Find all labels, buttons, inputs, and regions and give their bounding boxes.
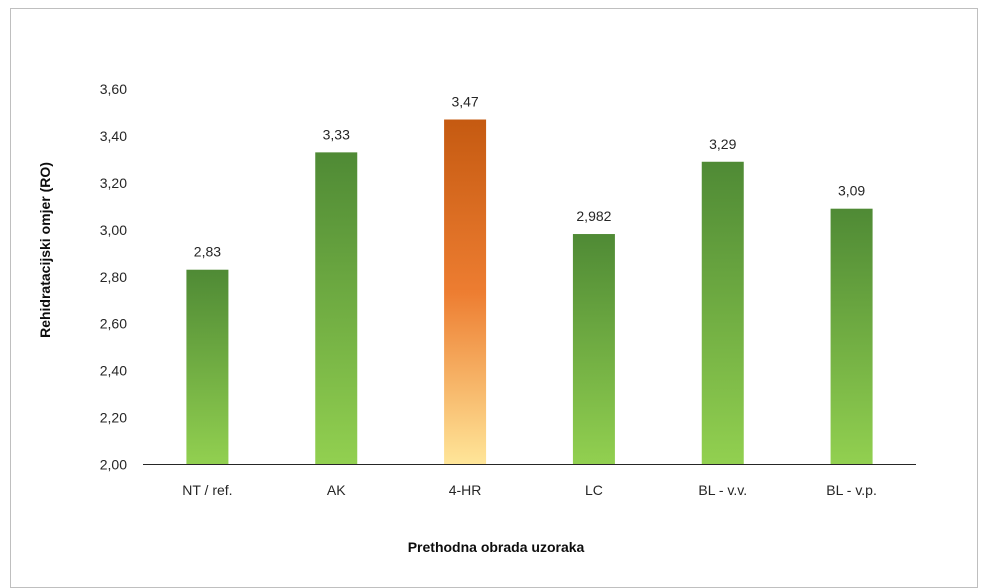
data-label: 2,982 bbox=[576, 208, 611, 224]
x-tick-label: AK bbox=[327, 482, 346, 498]
x-tick-label: BL - v.p. bbox=[826, 482, 877, 498]
x-axis-title: Prethodna obrada uzoraka bbox=[408, 539, 585, 555]
bar bbox=[830, 208, 873, 465]
bar bbox=[572, 234, 615, 465]
y-tick-label: 3,40 bbox=[100, 128, 127, 144]
y-tick-label: 2,40 bbox=[100, 363, 127, 379]
bar-chart: 2,00 2,20 2,40 2,60 2,80 3,00 3,20 3,40 3,60 2,8… bbox=[37, 81, 916, 555]
bar bbox=[444, 119, 487, 465]
y-tick-label: 2,20 bbox=[100, 410, 127, 426]
data-label: 3,09 bbox=[838, 183, 865, 199]
data-labels: 2,83 3,33 3,47 2,982 3,29 3,09 bbox=[194, 94, 866, 260]
y-tick-label: 2,60 bbox=[100, 316, 127, 332]
y-axis-title: Rehidratacijski omjer (RO) bbox=[37, 162, 53, 338]
bar bbox=[186, 269, 229, 465]
bars bbox=[186, 119, 873, 465]
y-tick-label: 3,20 bbox=[100, 175, 127, 191]
chart-frame bbox=[10, 8, 978, 588]
y-tick-label: 2,80 bbox=[100, 269, 127, 285]
x-tick-label: LC bbox=[585, 482, 603, 498]
x-axis-ticks: NT / ref. AK 4-HR LC BL - v.v. BL - v.p. bbox=[182, 482, 877, 498]
x-tick-label: 4-HR bbox=[449, 482, 482, 498]
data-label: 3,33 bbox=[323, 126, 350, 142]
y-axis-ticks: 2,00 2,20 2,40 2,60 2,80 3,00 3,20 3,40 3,60 bbox=[100, 81, 127, 473]
y-tick-label: 3,00 bbox=[100, 222, 127, 238]
data-label: 2,83 bbox=[194, 244, 221, 260]
x-tick-label: NT / ref. bbox=[182, 482, 232, 498]
bar bbox=[315, 152, 358, 465]
bar bbox=[701, 161, 744, 465]
x-tick-label: BL - v.v. bbox=[698, 482, 747, 498]
data-label: 3,29 bbox=[709, 136, 736, 152]
y-tick-label: 2,00 bbox=[100, 457, 127, 473]
data-label: 3,47 bbox=[451, 94, 478, 110]
y-tick-label: 3,60 bbox=[100, 81, 127, 97]
